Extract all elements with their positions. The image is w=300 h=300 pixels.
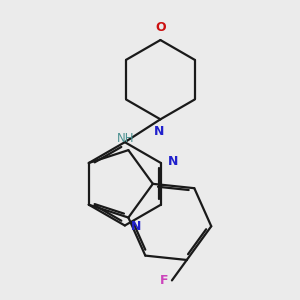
Text: N: N bbox=[154, 125, 164, 138]
Text: N: N bbox=[167, 155, 178, 168]
Text: F: F bbox=[160, 274, 168, 287]
Text: N: N bbox=[131, 220, 142, 233]
Text: NH: NH bbox=[117, 132, 135, 145]
Text: O: O bbox=[155, 21, 166, 34]
